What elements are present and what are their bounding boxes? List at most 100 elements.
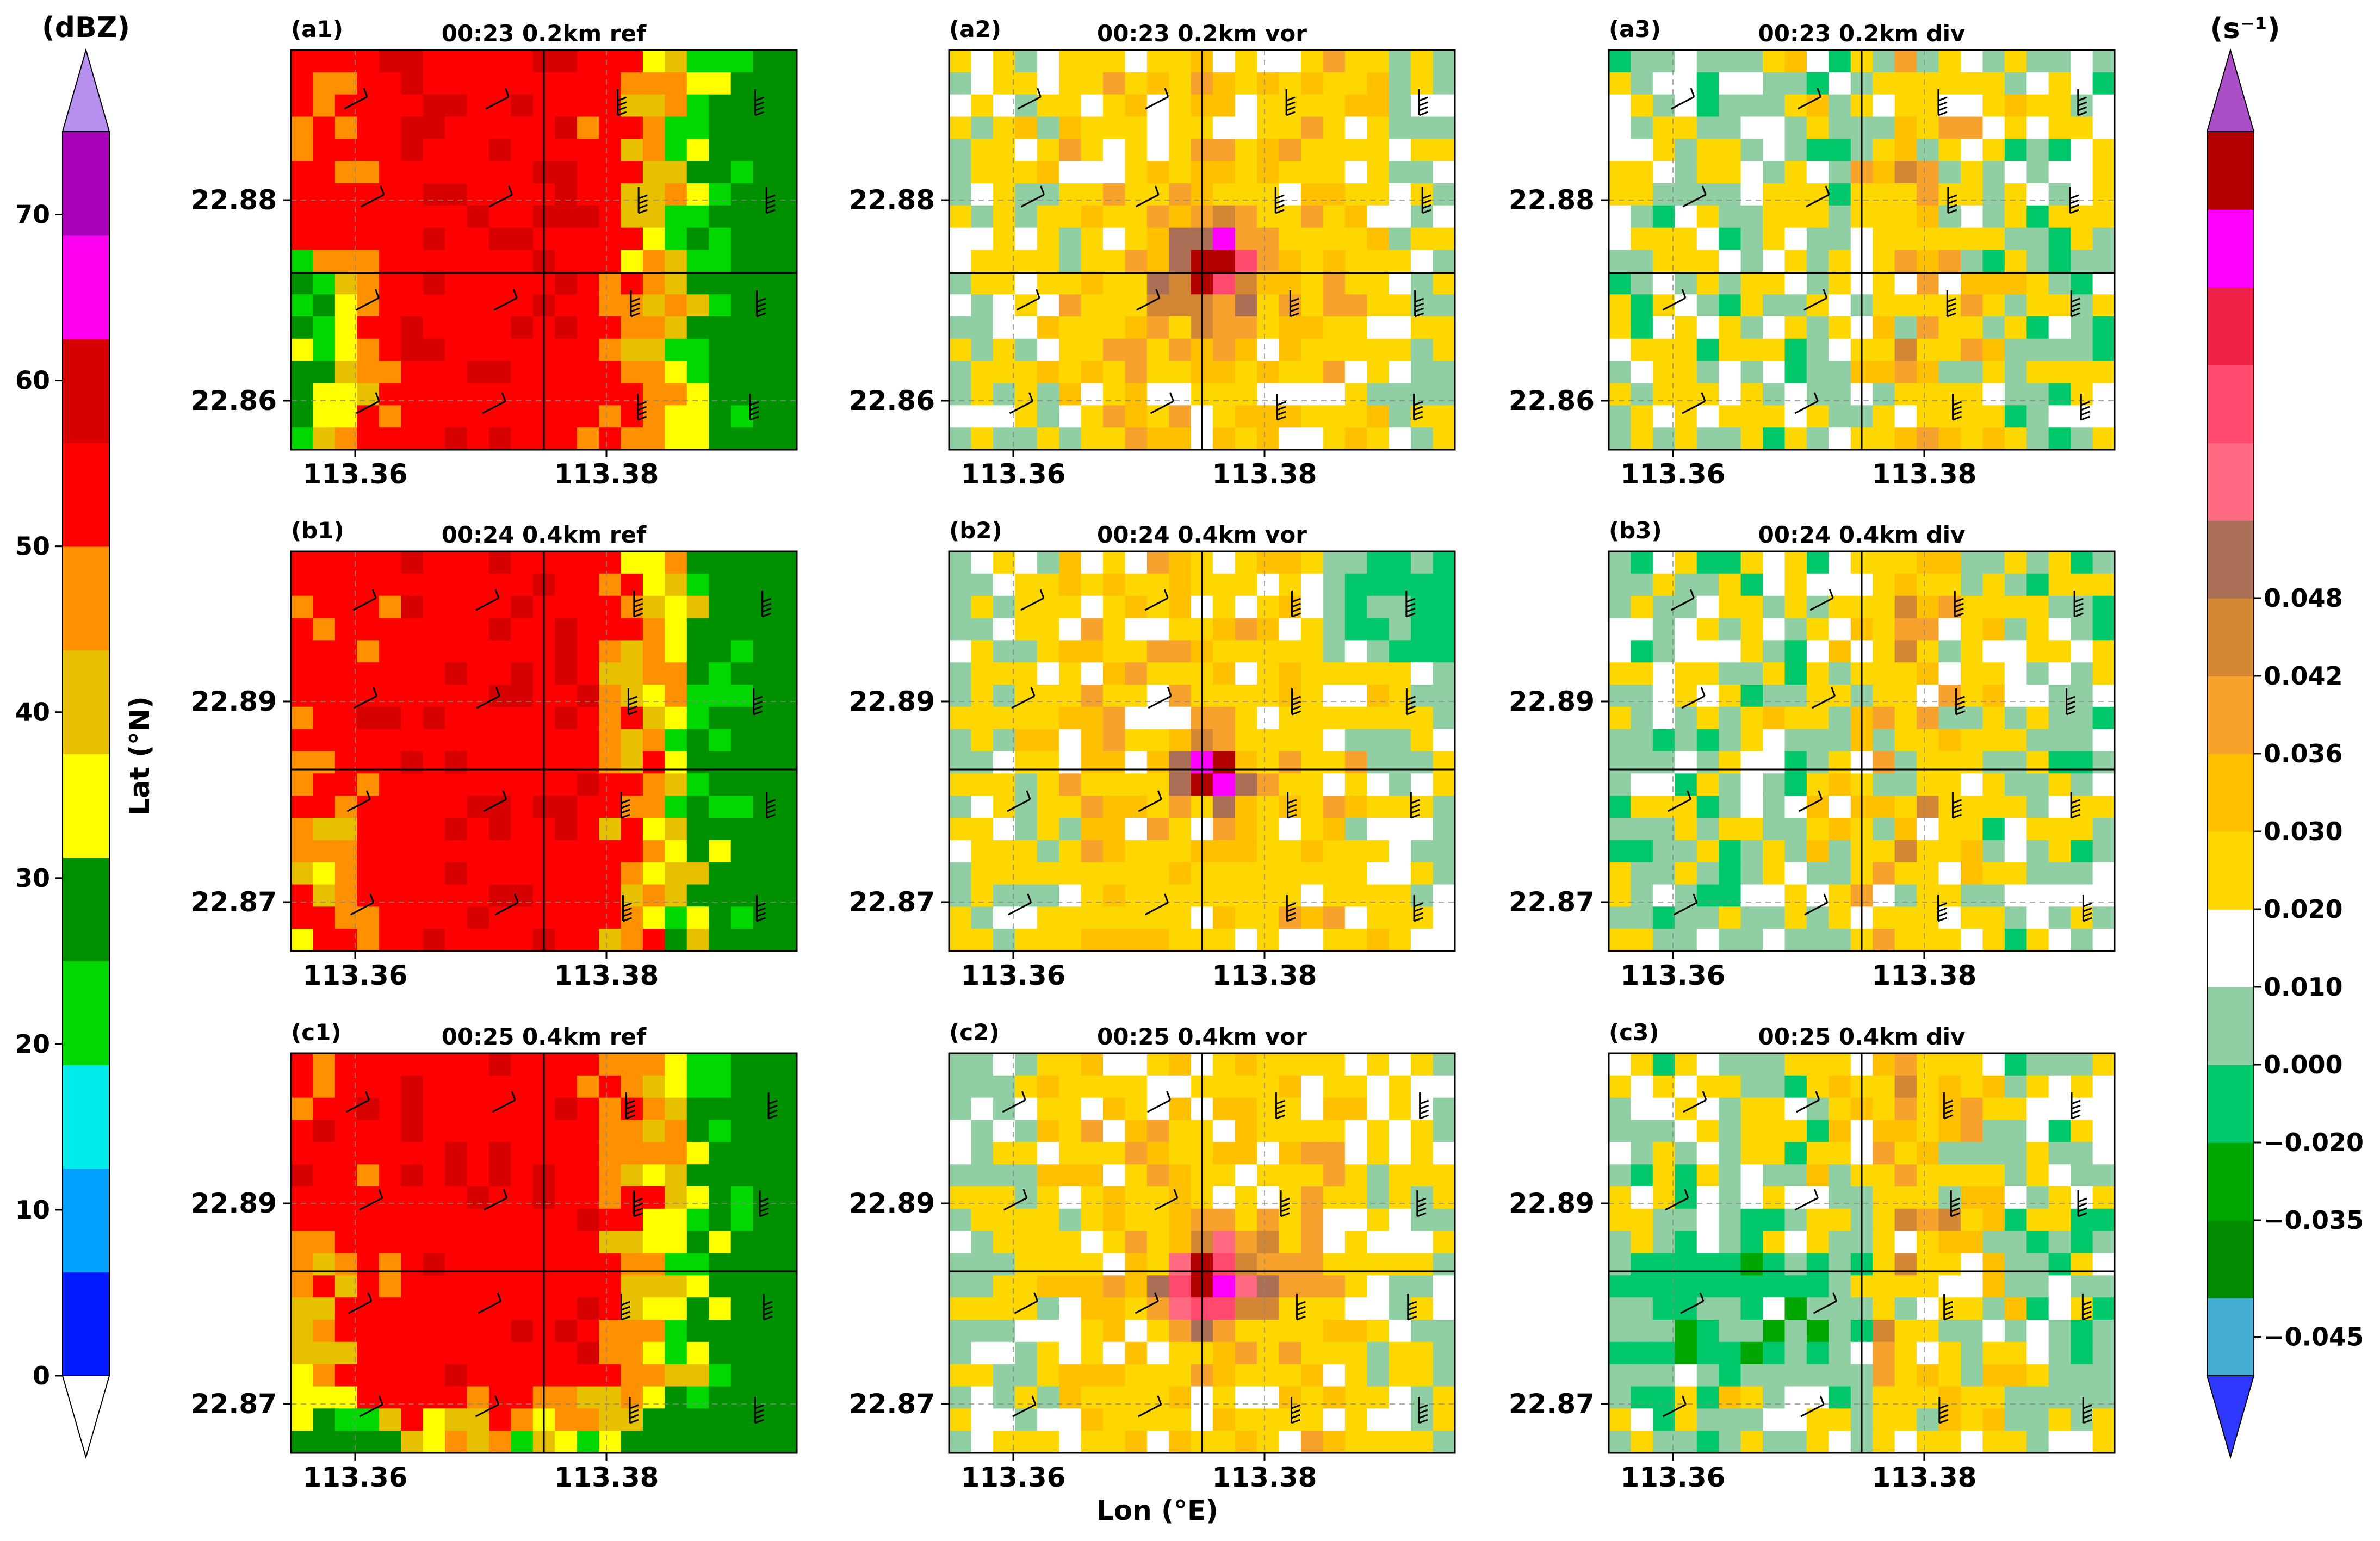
heatmap-cell [993, 250, 1015, 272]
heatmap-cell [730, 1253, 753, 1276]
heatmap-cell [993, 551, 1015, 574]
heatmap-cell [1103, 205, 1125, 228]
heatmap-cell [1411, 1431, 1434, 1453]
wind-barbs [1009, 88, 1431, 421]
heatmap-cell [334, 1186, 357, 1209]
heatmap-cell [577, 1253, 599, 1276]
heatmap-cell [1631, 1097, 1653, 1121]
heatmap-cell [643, 139, 665, 161]
heatmap-cell [1367, 773, 1390, 796]
heatmap-cell [2071, 751, 2093, 774]
heatmap-cell [423, 405, 445, 428]
heatmap-cell [753, 338, 776, 362]
heatmap-cell [599, 706, 622, 730]
heatmap-cell [445, 662, 467, 685]
heatmap-cell [1938, 1431, 1961, 1453]
heatmap-cell [621, 1208, 643, 1232]
heatmap-cell [1784, 1275, 1807, 1298]
heatmap-cell [1917, 338, 1939, 362]
heatmap-cell [467, 662, 489, 685]
heatmap-cell [2071, 729, 2093, 752]
heatmap-cell [1146, 1231, 1169, 1254]
heatmap-cell [1719, 1208, 1741, 1232]
heatmap-cell [1873, 1208, 1895, 1232]
heatmap-cell [291, 1275, 313, 1298]
heatmap-cell [1609, 50, 1631, 73]
heatmap-cell [1982, 1341, 2005, 1365]
heatmap-cell [1740, 1208, 1763, 1232]
heatmap-cell [2004, 1297, 2027, 1320]
heatmap-cell [1740, 884, 1763, 907]
heatmap-cell [1894, 405, 1917, 428]
lat-tick-label: 22.86 [849, 385, 935, 417]
heatmap-cell [1740, 338, 1763, 362]
heatmap-cell [1961, 618, 1983, 641]
heatmap-cell [334, 662, 357, 685]
heatmap-cell [1982, 1186, 2005, 1209]
heatmap-cell [1323, 183, 1346, 206]
heatmap-cell [1367, 551, 1390, 574]
heatmap-cell [1279, 1053, 1301, 1076]
heatmap-cell [1146, 1186, 1169, 1209]
heatmap-cell [1125, 729, 1148, 752]
heatmap-cell [1696, 1408, 1719, 1431]
heatmap-cell [423, 1075, 445, 1098]
heatmap-cell [2071, 1341, 2093, 1365]
heatmap-cell [2071, 272, 2093, 295]
wind-barb [1135, 1292, 1159, 1314]
heatmap-cell [1015, 818, 1038, 841]
heatmap-cell [334, 706, 357, 730]
heatmap-cell [2071, 338, 2093, 362]
heatmap-cell [1763, 840, 1785, 863]
heatmap-cell [1344, 116, 1367, 139]
colorbar-tick-label: 0.030 [2264, 817, 2343, 846]
heatmap-cell [1169, 405, 1192, 428]
heatmap-cell [1938, 1208, 1961, 1232]
heatmap-cell [1894, 884, 1917, 907]
heatmap-cell [1323, 1164, 1346, 1187]
heatmap-cell [949, 773, 971, 796]
heatmap-cell [1894, 161, 1917, 184]
heatmap-cell [1367, 116, 1390, 139]
heatmap-cell [511, 1431, 534, 1453]
lat-tick-label: 22.88 [191, 184, 277, 216]
heatmap-cell [1389, 1386, 1411, 1409]
heatmap-cell [445, 94, 467, 117]
heatmap-cell [1257, 1208, 1280, 1232]
heatmap-cell [949, 316, 971, 339]
heatmap-cell [1213, 1341, 1236, 1365]
heatmap-cell [774, 272, 797, 295]
heatmap-cell [401, 685, 424, 707]
heatmap-cell [993, 1364, 1015, 1387]
heatmap-cell [1213, 573, 1236, 596]
heatmap-cell [511, 573, 534, 596]
heatmap-cell [1631, 706, 1653, 730]
heatmap-cell [511, 1208, 534, 1232]
heatmap-cell [1675, 338, 1697, 362]
heatmap-cell [423, 227, 445, 251]
heatmap-cell [1125, 1208, 1148, 1232]
heatmap-cell [709, 1253, 732, 1276]
heatmap-cell [1279, 662, 1301, 685]
heatmap-cell [488, 729, 511, 752]
heatmap-cell [313, 1275, 336, 1298]
heatmap-cell [1609, 796, 1631, 818]
heatmap-cell [709, 1320, 732, 1343]
colorbar-tick-label: 10 [15, 1195, 50, 1225]
heatmap-cell [621, 706, 643, 730]
heatmap-cell [1806, 1053, 1829, 1076]
heatmap-cell [774, 1253, 797, 1276]
heatmap-cell [665, 1142, 687, 1165]
heatmap-cell [1609, 1386, 1631, 1409]
heatmap-cell [467, 1164, 489, 1187]
heatmap-cell [467, 272, 489, 295]
heatmap-cell [1344, 338, 1367, 362]
heatmap-cell [621, 906, 643, 929]
heatmap-cell [1344, 72, 1367, 95]
heatmap-cell [1961, 1253, 1983, 1276]
heatmap-cell [1938, 929, 1961, 951]
heatmap-cell [334, 161, 357, 184]
heatmap-cell [1719, 1120, 1741, 1142]
heatmap-cell [1894, 906, 1917, 929]
heatmap-cell [1037, 1097, 1059, 1121]
